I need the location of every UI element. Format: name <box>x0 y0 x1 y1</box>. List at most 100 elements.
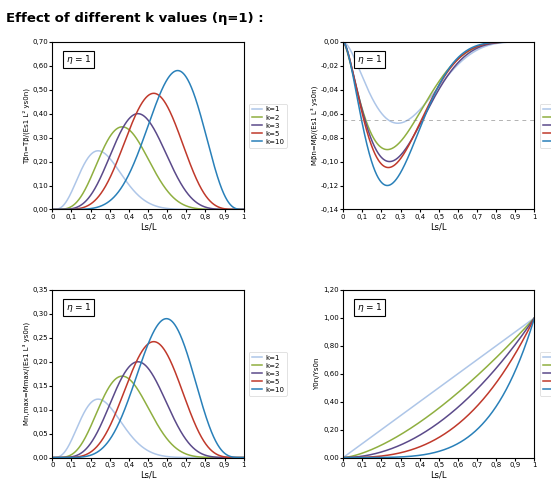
Line: k=10: k=10 <box>343 318 534 458</box>
k=5 <box>181 144 187 150</box>
k=1 <box>359 75 366 81</box>
k=3 <box>126 115 133 121</box>
k=3 <box>181 185 187 191</box>
k=2 <box>418 108 424 114</box>
k=5 <box>49 207 56 213</box>
k=1 <box>493 343 499 349</box>
Y-axis label: Tβn=Tβ/(Es1 L² ys0n): Tβn=Tβ/(Es1 L² ys0n) <box>22 88 30 164</box>
k=3 <box>181 433 187 439</box>
k=5 <box>133 110 140 116</box>
k=1 <box>133 191 140 197</box>
Y-axis label: Y0n/Ys0n: Y0n/Ys0n <box>315 358 321 390</box>
k=10 <box>133 154 140 160</box>
k=10 <box>489 409 496 415</box>
k=3 <box>472 46 478 52</box>
k=5 <box>359 455 366 461</box>
k=2 <box>181 202 187 208</box>
k=3 <box>126 363 133 369</box>
k=1 <box>472 48 478 54</box>
k=10 <box>49 455 56 461</box>
Line: k=5: k=5 <box>343 318 534 458</box>
k=3 <box>202 452 208 458</box>
k=1 <box>489 41 496 47</box>
k=10 <box>418 123 424 129</box>
k=10 <box>202 129 208 135</box>
k=2 <box>49 207 56 213</box>
k=2 <box>181 450 187 456</box>
k=1 <box>489 346 496 352</box>
k=10 <box>198 117 205 123</box>
Line: k=2: k=2 <box>52 376 244 458</box>
X-axis label: Ls/L: Ls/L <box>140 470 156 480</box>
k=3 <box>49 207 56 213</box>
Line: k=2: k=2 <box>343 42 534 150</box>
k=1 <box>127 431 133 437</box>
k=3 <box>240 207 247 213</box>
k=2 <box>417 419 424 425</box>
k=3 <box>340 455 347 461</box>
k=3 <box>133 359 140 365</box>
k=10 <box>384 183 391 188</box>
k=10 <box>471 429 478 435</box>
k=10 <box>417 452 424 458</box>
k=10 <box>181 71 187 77</box>
k=3 <box>489 40 496 46</box>
k=3 <box>133 111 140 117</box>
k=1 <box>181 207 187 213</box>
k=1 <box>340 39 347 45</box>
k=5 <box>133 358 140 364</box>
k=1 <box>531 315 538 321</box>
k=5 <box>202 192 208 198</box>
k=10 <box>531 315 538 321</box>
k=3 <box>386 158 393 164</box>
k=1 <box>395 120 401 126</box>
k=3 <box>471 389 478 395</box>
k=2 <box>340 39 347 45</box>
k=2 <box>489 40 496 46</box>
k=3 <box>424 107 431 113</box>
Line: k=5: k=5 <box>343 42 534 168</box>
k=5 <box>385 165 392 171</box>
k=5 <box>68 455 75 461</box>
k=5 <box>340 455 347 461</box>
Legend: k=1, k=2, k=3, k=5, k=10: k=1, k=2, k=3, k=5, k=10 <box>249 352 287 396</box>
k=10 <box>472 43 478 49</box>
k=10 <box>340 455 347 461</box>
k=3 <box>134 111 141 117</box>
k=5 <box>126 126 133 132</box>
k=10 <box>493 39 499 45</box>
k=3 <box>493 366 499 371</box>
k=5 <box>202 440 208 446</box>
k=2 <box>493 40 499 46</box>
Legend: k=1, k=2, k=3, k=5, k=10: k=1, k=2, k=3, k=5, k=10 <box>540 352 551 396</box>
k=10 <box>493 404 499 410</box>
k=1 <box>424 98 431 104</box>
k=5 <box>418 118 424 124</box>
k=1 <box>471 359 478 365</box>
Line: k=10: k=10 <box>52 319 244 458</box>
k=5 <box>489 40 496 46</box>
k=1 <box>68 188 75 194</box>
Line: k=1: k=1 <box>343 318 534 458</box>
k=3 <box>531 39 538 45</box>
k=3 <box>417 432 424 438</box>
k=2 <box>240 207 247 213</box>
k=10 <box>359 455 366 461</box>
k=1 <box>68 436 75 442</box>
k=1 <box>49 207 56 213</box>
k=10 <box>133 373 140 379</box>
k=1 <box>359 440 366 446</box>
k=5 <box>472 44 478 50</box>
X-axis label: Ls/L: Ls/L <box>140 222 156 231</box>
k=2 <box>471 375 478 381</box>
k=1 <box>424 393 431 399</box>
k=10 <box>424 451 431 457</box>
k=10 <box>202 411 208 417</box>
k=3 <box>418 120 424 126</box>
k=10 <box>174 67 181 73</box>
k=5 <box>181 393 187 399</box>
k=10 <box>126 393 133 399</box>
Text: $\eta$ = 1: $\eta$ = 1 <box>356 53 382 66</box>
Legend: k=1, k=2, k=3, k=5, k=10: k=1, k=2, k=3, k=5, k=10 <box>540 104 551 148</box>
Text: $\eta$ = 1: $\eta$ = 1 <box>356 301 382 314</box>
